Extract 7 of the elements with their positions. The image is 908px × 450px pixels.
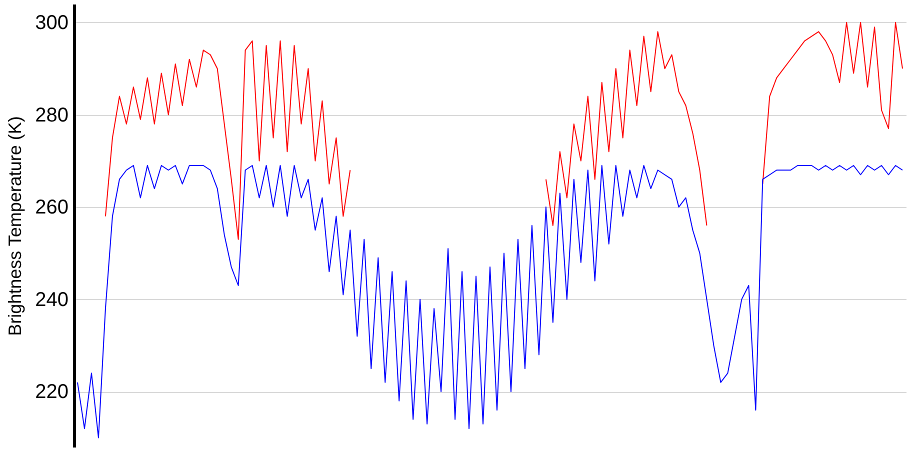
y-tick-label: 260 [35, 196, 68, 219]
y-tick-label: 240 [35, 288, 68, 311]
y-axis-title: Brightness Temperature (K) [5, 116, 26, 336]
y-tick-label: 300 [35, 12, 68, 34]
line-series [76, 165, 904, 438]
y-tick-label: 280 [35, 104, 68, 126]
y-tick-label: 220 [35, 381, 68, 404]
